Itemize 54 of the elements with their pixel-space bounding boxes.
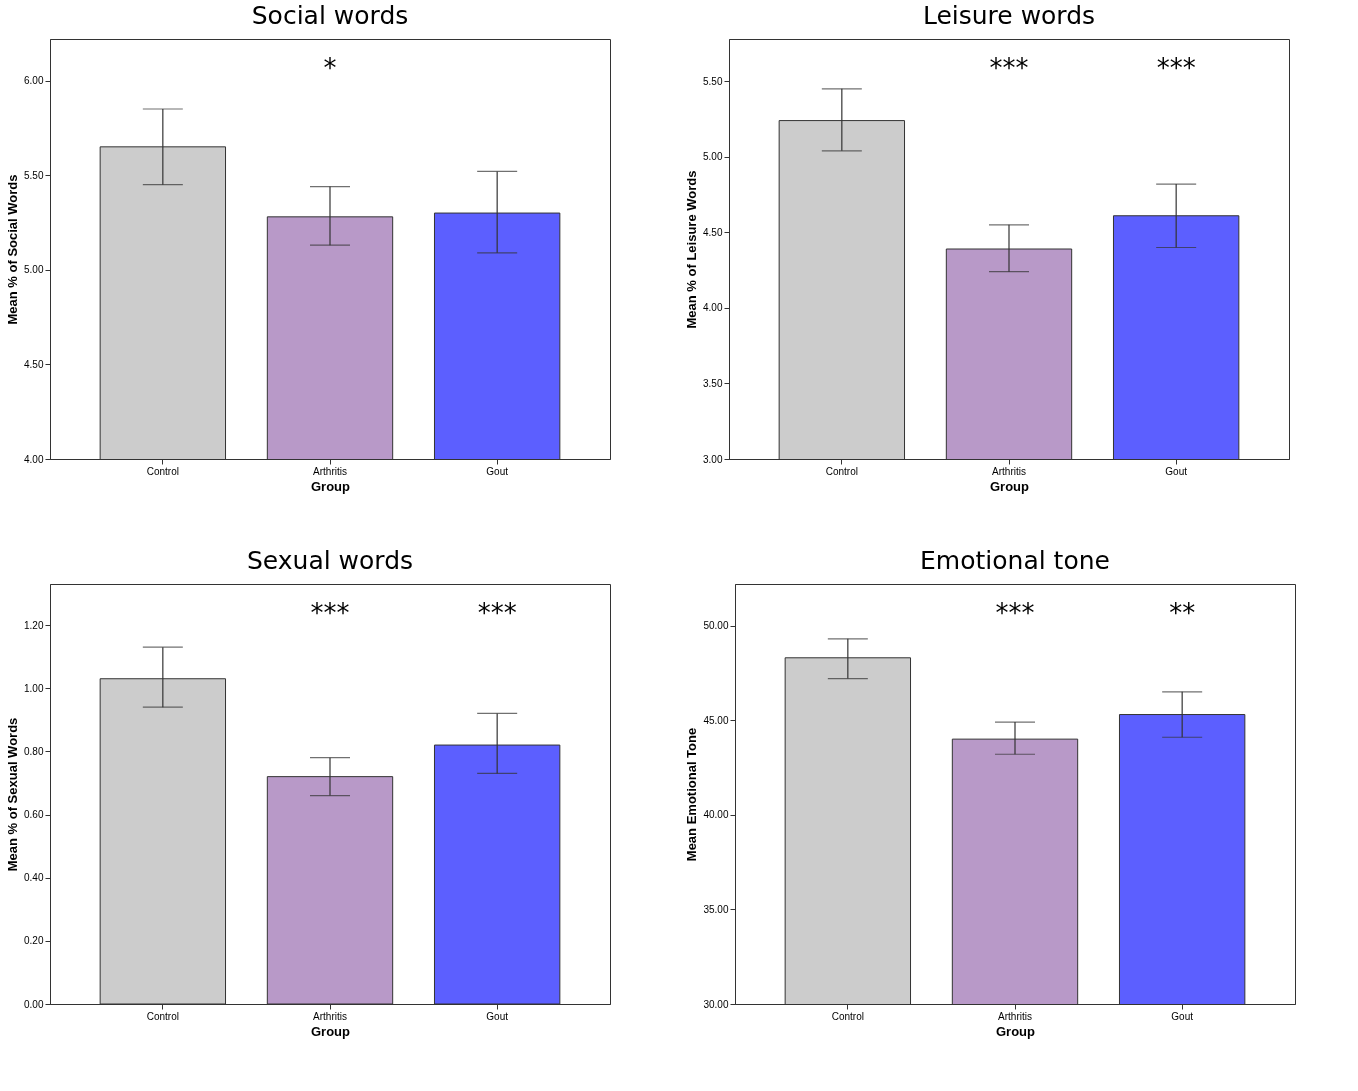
y-tick-label: 1.20 xyxy=(24,619,44,631)
x-tick-label: Control xyxy=(146,465,179,477)
y-tick-label: 0.20 xyxy=(24,935,44,947)
x-tick-label: Arthritis xyxy=(992,465,1026,477)
annotation: *** xyxy=(989,53,1029,83)
chart-title: Sexual words xyxy=(246,546,414,575)
y-tick-label: 5.50 xyxy=(24,169,44,181)
y-tick-label: 45.00 xyxy=(703,714,729,726)
y-tick-label: 0.40 xyxy=(24,872,44,884)
annotation: ** xyxy=(1169,598,1196,628)
y-tick-label: 30.00 xyxy=(703,998,729,1010)
annotation: *** xyxy=(1156,53,1196,83)
y-tick-label: 4.50 xyxy=(703,226,723,238)
y-axis-title: Mean % of Leisure Words xyxy=(684,170,700,329)
x-tick-label: Gout xyxy=(1165,465,1188,477)
x-axis-title: Group xyxy=(311,478,351,494)
x-tick-label: Gout xyxy=(1171,1010,1194,1022)
y-tick-label: 50.00 xyxy=(703,620,729,632)
annotation: *** xyxy=(477,598,517,628)
x-tick-label: Arthritis xyxy=(998,1010,1032,1022)
y-tick-label: 5.50 xyxy=(703,75,723,87)
x-axis-title: Group xyxy=(996,1023,1036,1039)
y-tick-label: 35.00 xyxy=(703,903,729,915)
chart-title: Emotional tone xyxy=(920,546,1110,575)
annotation: *** xyxy=(995,598,1035,628)
x-tick-label: Gout xyxy=(486,465,509,477)
x-axis-title: Group xyxy=(311,1023,351,1039)
y-axis-title: Mean Emotional Tone xyxy=(684,727,700,862)
y-axis-title: Mean % of Social Words xyxy=(5,174,21,325)
y-tick-label: 4.00 xyxy=(24,453,44,465)
x-tick-label: Arthritis xyxy=(313,465,347,477)
y-tick-label: 0.00 xyxy=(24,998,44,1010)
y-tick-label: 3.00 xyxy=(703,453,723,465)
y-tick-label: 0.80 xyxy=(24,745,44,757)
y-tick-label: 6.00 xyxy=(24,75,44,87)
chart-title: Social words xyxy=(251,1,409,30)
y-axis-title: Mean % of Sexual Words xyxy=(5,717,21,872)
x-tick-label: Control xyxy=(146,1010,179,1022)
chart-title: Leisure words xyxy=(922,1,1096,30)
y-tick-label: 4.00 xyxy=(703,302,723,314)
y-tick-label: 3.50 xyxy=(703,377,723,389)
y-tick-label: 1.00 xyxy=(24,682,44,694)
x-tick-label: Gout xyxy=(486,1010,509,1022)
annotation: * xyxy=(323,53,337,83)
x-tick-label: Arthritis xyxy=(313,1010,347,1022)
y-tick-label: 5.00 xyxy=(703,151,723,163)
y-tick-label: 4.50 xyxy=(24,358,44,370)
x-tick-label: Control xyxy=(825,465,858,477)
y-tick-label: 5.00 xyxy=(24,264,44,276)
x-tick-label: Control xyxy=(831,1010,864,1022)
annotation: *** xyxy=(310,598,350,628)
y-tick-label: 40.00 xyxy=(703,809,729,821)
y-tick-label: 0.60 xyxy=(24,809,44,821)
x-axis-title: Group xyxy=(990,478,1030,494)
